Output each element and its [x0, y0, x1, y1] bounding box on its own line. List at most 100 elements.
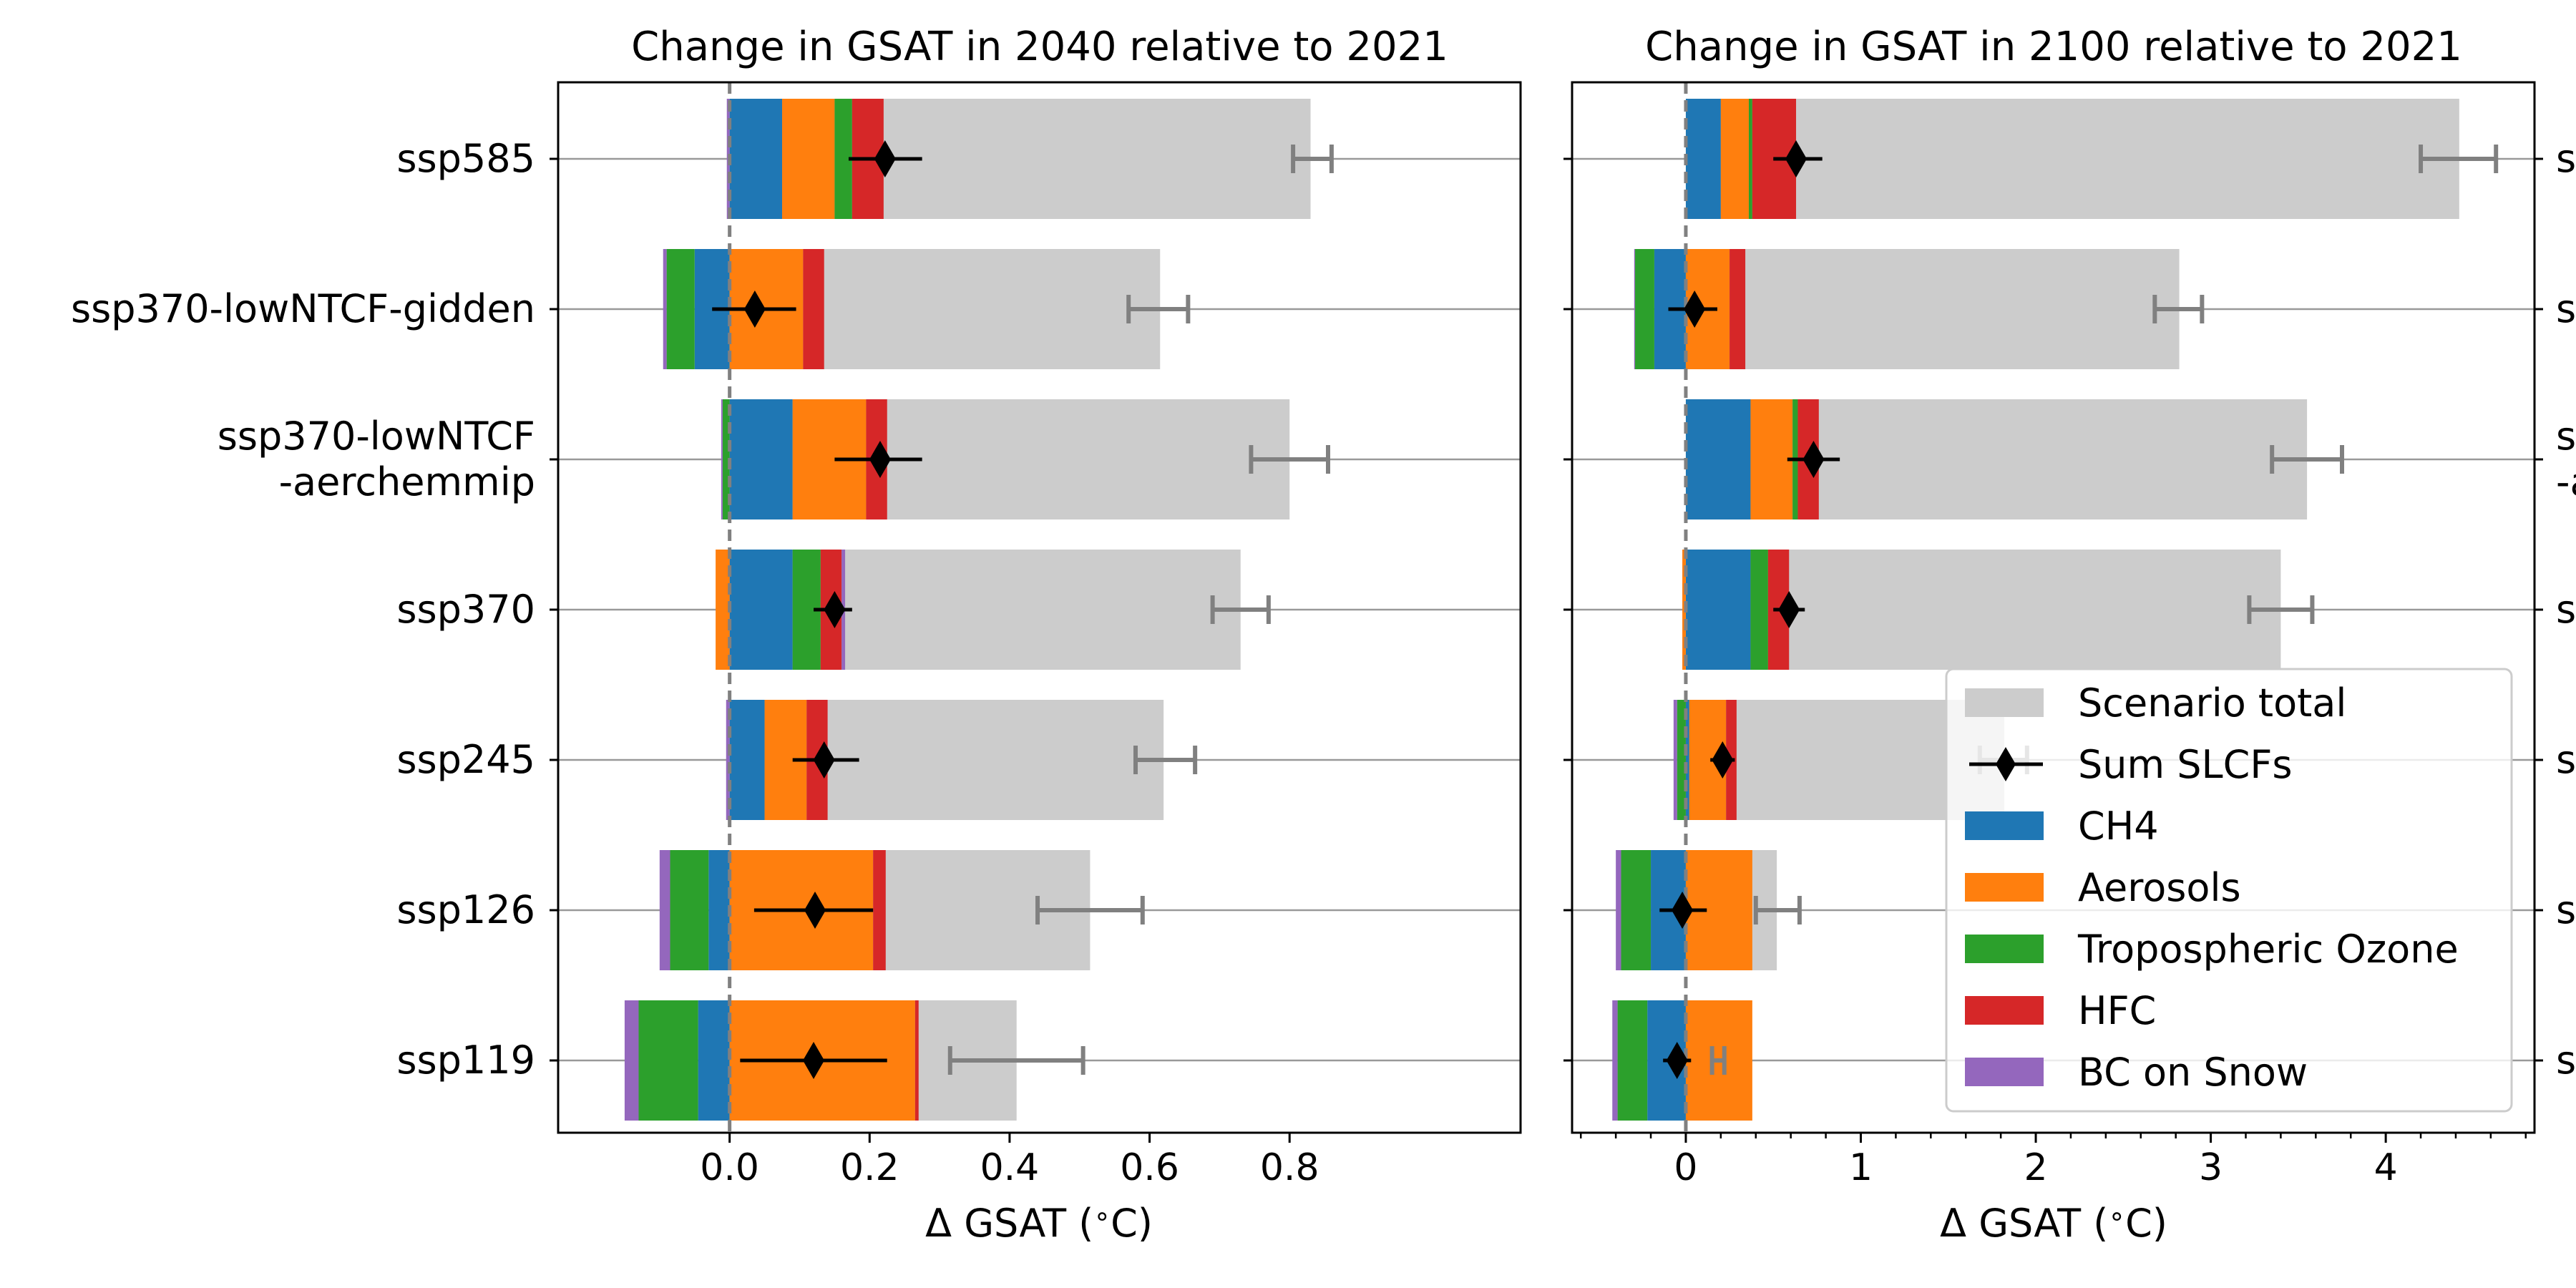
sum-slcf-diamond — [1666, 1042, 1688, 1079]
scenario-total-errorbar — [1753, 896, 1802, 924]
component-bar-tropospheric-ozone — [1621, 850, 1652, 970]
legend-label: Sum SLCFs — [2078, 742, 2293, 787]
component-bar-ch4 — [1685, 700, 1689, 820]
legend-label: Aerosols — [2078, 865, 2241, 910]
component-bar-ch4 — [1685, 399, 1751, 519]
scenario-total-bar — [1685, 249, 2180, 369]
component-bar-bc-on-snow — [1616, 850, 1621, 970]
component-bar-aerosols — [1720, 99, 1749, 219]
sum-slcf-diamond — [804, 892, 826, 929]
scenario-total-errorbar — [2247, 595, 2315, 624]
component-bar-tropospheric-ozone — [638, 1000, 698, 1121]
component-bar-bc-on-snow — [721, 399, 723, 519]
panel-2100: Change in GSAT in 2100 relative to 2021 … — [1563, 24, 2536, 1246]
component-bar-bc-on-snow — [624, 1000, 639, 1121]
legend-swatch — [1965, 688, 2044, 717]
scenario-total-errorbar — [1210, 595, 1271, 624]
panel-2040-frame — [557, 81, 1522, 1134]
component-bar-tropospheric-ozone — [1617, 1000, 1648, 1121]
scenario-total-errorbar — [1249, 445, 1330, 474]
legend-item: Scenario total — [1965, 680, 2346, 726]
sum-slcf-diamond — [1778, 591, 1800, 628]
sum-slcf-marker — [1773, 140, 1823, 177]
x-tick-label: 0.2 — [840, 1146, 899, 1189]
panel-2100-frame — [1571, 81, 2536, 1134]
sum-slcf-marker — [848, 140, 922, 177]
component-bar-ch4 — [1685, 99, 1721, 219]
y-category-labels: ssp585 ssp370-lowNTCF-gidden ssp370-lowNTC… — [71, 136, 535, 1083]
sum-slcf-diamond — [1672, 892, 1694, 929]
y-category-label-right: ssp119 — [2556, 1038, 2576, 1083]
sum-slcf-diamond — [1684, 291, 1706, 328]
component-bar-tropospheric-ozone — [1748, 99, 1752, 219]
scenario-total-errorbar — [2270, 445, 2344, 474]
sum-slcf-marker — [1659, 892, 1707, 929]
x-tick-label: 0.4 — [980, 1146, 1040, 1189]
y-category-label: ssp370 — [396, 587, 535, 632]
y-category-labels-right-clipped: ssp585 ssp370-lowNTCF-gidden ssp370-lowNTC… — [2534, 136, 2576, 1083]
component-bar-bc-on-snow — [1612, 1000, 1618, 1121]
y-category-label-right: ssp370 — [2556, 587, 2576, 632]
legend-item: CH4 — [1965, 804, 2159, 849]
component-bar-ch4 — [1685, 550, 1751, 670]
component-bar-hfc — [803, 249, 824, 369]
panel-title-2100: Change in GSAT in 2100 relative to 2021 — [1645, 24, 2462, 70]
component-bar-bc-on-snow — [726, 700, 730, 820]
panel-2100-x-label: Δ GSAT (∘C) — [1940, 1200, 2167, 1246]
sum-slcf-diamond — [869, 441, 891, 478]
component-bar-hfc — [1729, 249, 1746, 369]
legend-swatch — [1965, 996, 2044, 1025]
legend-swatch — [1965, 1058, 2044, 1086]
legend-item: Aerosols — [1965, 865, 2241, 910]
component-bar-ch4 — [708, 850, 730, 970]
component-bar-bc-on-snow — [1634, 249, 1636, 369]
panel-2040-markers — [712, 140, 1334, 1079]
legend-label: Scenario total — [2078, 680, 2346, 726]
x-tick-label: 2 — [2024, 1146, 2047, 1189]
x-tick-label: 0 — [1674, 1146, 1697, 1189]
component-bar-bc-on-snow — [663, 249, 667, 369]
legend-label: CH4 — [2078, 804, 2159, 849]
x-tick-label: 3 — [2199, 1146, 2223, 1189]
sum-slcf-marker — [814, 591, 852, 628]
legend-label: HFC — [2078, 988, 2156, 1033]
x-tick-label: 0.6 — [1120, 1146, 1179, 1189]
legend-swatch — [1965, 935, 2044, 963]
legend-item: HFC — [1965, 988, 2156, 1033]
legend-item: Sum SLCFs — [1969, 742, 2293, 787]
scenario-total-errorbar — [1126, 295, 1191, 323]
component-bar-aerosols — [716, 550, 730, 670]
x-tick-label: 1 — [1849, 1146, 1873, 1189]
sum-slcf-marker — [740, 1042, 887, 1079]
scenario-total-errorbar — [1291, 145, 1334, 173]
legend-label: Tropospheric Ozone — [2077, 927, 2459, 972]
legend: Scenario total Sum SLCFs CH4 Aerosols Tropos… — [1945, 668, 2513, 1113]
y-category-label: ssp370-lowNTCF-gidden — [71, 286, 535, 331]
panel-2100-x-ticks: 0 1 2 3 4 — [1579, 1133, 2527, 1189]
scenario-total-errorbar — [1035, 896, 1145, 924]
sum-slcf-diamond — [743, 291, 766, 328]
component-bar-bc-on-snow — [659, 850, 670, 970]
sum-slcf-diamond — [1785, 140, 1807, 177]
panel-2040-bars — [624, 99, 1311, 1121]
component-bar-tropospheric-ozone — [1677, 700, 1686, 820]
panel-2040-x-label: Δ GSAT (∘C) — [925, 1200, 1153, 1246]
scenario-total-errorbar — [1133, 746, 1198, 774]
component-bar-tropospheric-ozone — [722, 399, 730, 519]
sum-slcf-marker — [753, 892, 874, 929]
scenario-total-errorbar — [1709, 1046, 1727, 1075]
y-category-label: ssp245 — [396, 737, 535, 782]
y-category-label-right: ssp370-lowNTCF-aerchemmip — [2556, 414, 2576, 504]
component-bar-tropospheric-ozone — [670, 850, 709, 970]
legend-swatch — [1965, 873, 2044, 902]
legend-box — [1945, 668, 2513, 1113]
panel-2100-y-ticks — [1563, 157, 1572, 1062]
sum-slcf-diamond — [813, 741, 835, 779]
y-category-label: ssp370-lowNTCF -aerchemmip — [218, 414, 535, 504]
sum-slcf-diamond — [824, 591, 846, 628]
y-category-label: ssp119 — [396, 1038, 535, 1083]
x-tick-label: 0.0 — [700, 1146, 759, 1189]
scenario-total-errorbar — [947, 1046, 1085, 1075]
sum-slcf-marker — [792, 741, 859, 779]
